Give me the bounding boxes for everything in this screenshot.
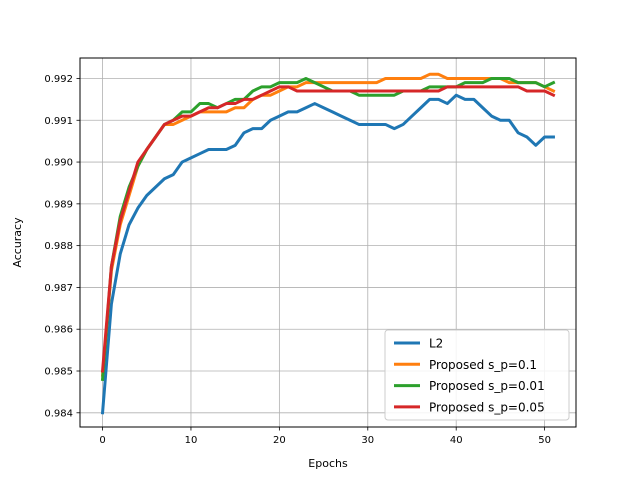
plot-frame bbox=[79, 57, 577, 428]
y-tick-label: 0.986 bbox=[44, 325, 73, 336]
series-lines bbox=[100, 72, 556, 415]
series-line-2 bbox=[100, 72, 556, 377]
x-tick-label: 20 bbox=[273, 435, 286, 446]
x-tick-label: 10 bbox=[185, 435, 198, 446]
y-tick-label: 0.985 bbox=[44, 367, 73, 378]
legend-label: Proposed s_p=0.05 bbox=[429, 400, 545, 414]
legend-label: Proposed s_p=0.1 bbox=[429, 358, 537, 372]
series-line-4 bbox=[100, 85, 556, 373]
legend-label: Proposed s_p=0.01 bbox=[429, 379, 545, 393]
y-tick-label: 0.987 bbox=[44, 283, 73, 294]
legend-label: L2 bbox=[429, 337, 443, 351]
x-tick-label: 50 bbox=[538, 435, 551, 446]
grid-lines bbox=[80, 58, 576, 427]
series-line-1 bbox=[100, 93, 555, 415]
y-axis-label: Accuracy bbox=[11, 217, 24, 268]
y-tick-label: 0.990 bbox=[44, 158, 73, 169]
x-tick-label: 0 bbox=[99, 435, 105, 446]
legend: L2 Proposed s_p=0.1 Proposed s_p=0.01 Propo… bbox=[384, 329, 570, 421]
y-tick-label: 0.984 bbox=[44, 408, 73, 419]
y-tick-label: 0.989 bbox=[44, 199, 73, 210]
legend-box bbox=[384, 329, 570, 421]
y-tick-label: 0.988 bbox=[44, 241, 73, 252]
x-tick-label: 30 bbox=[361, 435, 374, 446]
x-tick-label: 40 bbox=[450, 435, 463, 446]
y-tick-label: 0.991 bbox=[44, 116, 73, 127]
x-axis-label: Epochs bbox=[308, 457, 348, 470]
axis-ticks: 0 10 20 30 40 50 0.984 0.985 0.986 0.987 0.988 0.98… bbox=[44, 74, 551, 446]
series-line-3 bbox=[100, 76, 556, 381]
y-tick-label: 0.992 bbox=[44, 74, 73, 85]
